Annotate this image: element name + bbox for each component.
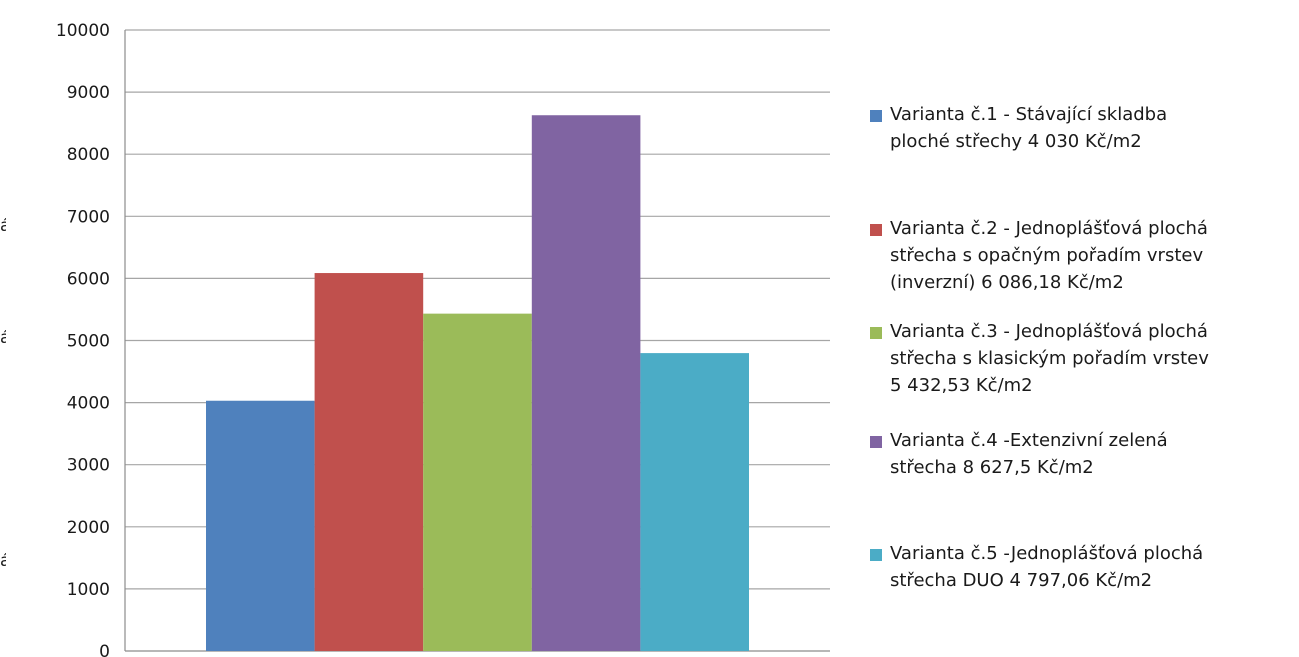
bar-2 [314, 273, 424, 651]
clipped-mark: á [0, 330, 6, 347]
legend: Varianta č.1 - Stávající skladba ploché s… [870, 0, 1299, 657]
y-tick-label: 6000 [67, 269, 110, 289]
legend-label-line: (inverzní) 6 086,18 Kč/m2 [890, 272, 1124, 293]
y-tick-label: 8000 [67, 145, 110, 165]
legend-label-line: Varianta č.2 - Jednoplášťová plochá [890, 218, 1208, 239]
legend-label-line: Varianta č.1 - Stávající skladba [890, 104, 1168, 125]
legend-label-line: Varianta č.4 -Extenzivní zelená [890, 430, 1168, 451]
bar-3 [423, 313, 532, 651]
y-tick-label: 10000 [56, 21, 110, 41]
legend-label-line: střecha 8 627,5 Kč/m2 [890, 457, 1094, 478]
legend-item-2: Varianta č.2 - Jednoplášťová plochá střec… [870, 215, 1208, 296]
y-tick-label: 7000 [67, 207, 110, 227]
legend-label: Varianta č.4 -Extenzivní zelená střecha 8… [890, 427, 1168, 481]
y-tick-label: 2000 [67, 518, 110, 538]
clipped-mark: á [0, 553, 6, 570]
bars [206, 115, 749, 652]
legend-label: Varianta č.1 - Stávající skladba ploché s… [890, 101, 1167, 155]
legend-label: Varianta č.3 - Jednoplášťová plochá střec… [890, 318, 1209, 399]
legend-label-line: ploché střechy 4 030 Kč/m2 [890, 131, 1142, 152]
legend-swatch [870, 436, 882, 448]
legend-label: Varianta č.5 -Jednoplášťová plochá střech… [890, 540, 1203, 594]
bar-1 [206, 400, 315, 651]
legend-item-5: Varianta č.5 -Jednoplášťová plochá střech… [870, 540, 1203, 594]
clipped-mark: á [0, 218, 6, 235]
legend-label-line: Varianta č.3 - Jednoplášťová plochá [890, 321, 1208, 342]
legend-label-line: střecha DUO 4 797,06 Kč/m2 [890, 570, 1153, 591]
y-tick-label: 9000 [67, 83, 110, 103]
y-tick-label: 1000 [67, 580, 110, 600]
legend-label-line: 5 432,53 Kč/m2 [890, 375, 1033, 396]
legend-label-line: střecha s klasickým pořadím vrstev [890, 348, 1209, 369]
legend-label: Varianta č.2 - Jednoplášťová plochá střec… [890, 215, 1208, 296]
legend-swatch [870, 110, 882, 122]
legend-item-3: Varianta č.3 - Jednoplášťová plochá střec… [870, 318, 1209, 399]
y-tick-label: 0 [99, 642, 110, 657]
legend-swatch [870, 224, 882, 236]
bar-5 [640, 353, 749, 651]
y-tick-label: 5000 [67, 332, 110, 352]
y-tick-label: 3000 [67, 456, 110, 476]
legend-swatch [870, 549, 882, 561]
y-axis-tick-labels: 0 1000 2000 3000 4000 5000 6000 7000 8000 9000 100… [56, 21, 110, 657]
legend-swatch [870, 327, 882, 339]
bar-4 [531, 115, 641, 652]
legend-item-1: Varianta č.1 - Stávající skladba ploché s… [870, 101, 1167, 155]
legend-label-line: Varianta č.5 -Jednoplášťová plochá [890, 543, 1204, 564]
bar-chart: 0 1000 2000 3000 4000 5000 6000 7000 8000 9000 100… [56, 21, 830, 657]
legend-label-line: střecha s opačným pořadím vrstev [890, 245, 1204, 266]
legend-item-4: Varianta č.4 -Extenzivní zelená střecha 8… [870, 427, 1168, 481]
y-tick-label: 4000 [67, 394, 110, 414]
